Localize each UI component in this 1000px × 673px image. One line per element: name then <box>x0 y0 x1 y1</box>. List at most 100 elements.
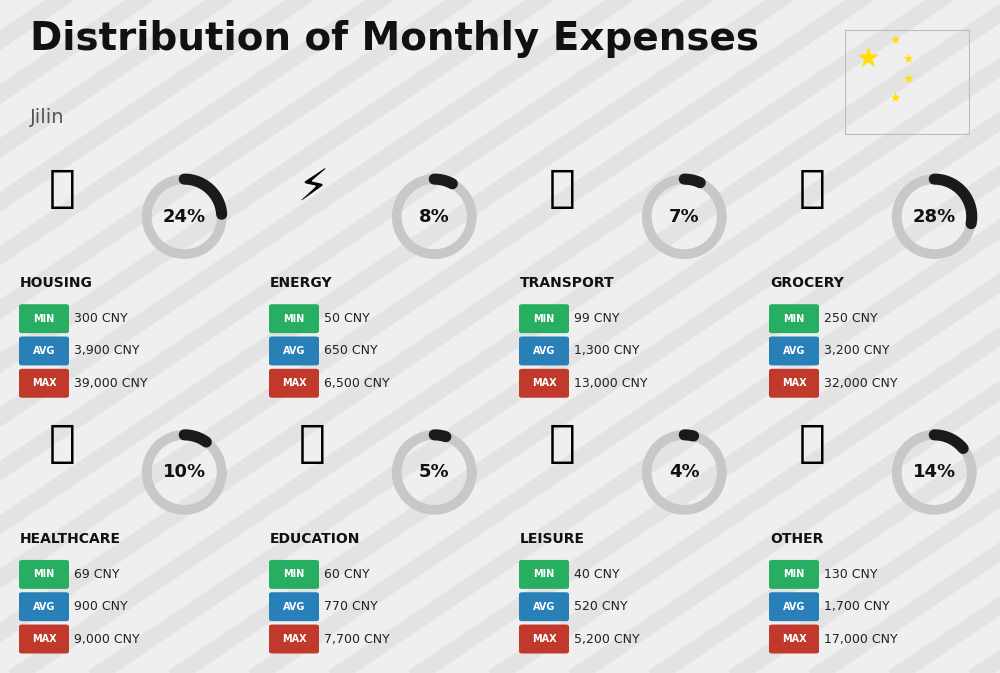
FancyBboxPatch shape <box>519 625 569 653</box>
Text: 7,700 CNY: 7,700 CNY <box>324 633 390 645</box>
Text: MAX: MAX <box>782 378 806 388</box>
FancyBboxPatch shape <box>269 336 319 365</box>
Text: AVG: AVG <box>33 346 55 356</box>
Text: ★: ★ <box>889 92 901 104</box>
Text: 🏢: 🏢 <box>49 166 76 209</box>
Text: ★: ★ <box>889 34 901 47</box>
Text: 7%: 7% <box>669 207 700 225</box>
Text: 300 CNY: 300 CNY <box>74 312 128 325</box>
Text: 👜: 👜 <box>799 422 826 465</box>
Text: MIN: MIN <box>33 569 55 579</box>
Text: 39,000 CNY: 39,000 CNY <box>74 377 148 390</box>
Text: 130 CNY: 130 CNY <box>824 568 878 581</box>
Text: 3,200 CNY: 3,200 CNY <box>824 345 890 357</box>
FancyBboxPatch shape <box>19 304 69 333</box>
Text: 5,200 CNY: 5,200 CNY <box>574 633 640 645</box>
Text: 5%: 5% <box>419 463 450 481</box>
Text: 17,000 CNY: 17,000 CNY <box>824 633 898 645</box>
Text: EDUCATION: EDUCATION <box>270 532 360 546</box>
Text: HOUSING: HOUSING <box>20 276 93 290</box>
FancyBboxPatch shape <box>769 625 819 653</box>
Text: 4%: 4% <box>669 463 700 481</box>
Text: AVG: AVG <box>283 602 305 612</box>
Text: 3,900 CNY: 3,900 CNY <box>74 345 140 357</box>
Text: ★: ★ <box>902 73 913 86</box>
FancyBboxPatch shape <box>769 592 819 621</box>
FancyBboxPatch shape <box>519 592 569 621</box>
Text: OTHER: OTHER <box>770 532 823 546</box>
Text: 24%: 24% <box>163 207 206 225</box>
Text: 🛒: 🛒 <box>799 166 826 209</box>
FancyBboxPatch shape <box>519 304 569 333</box>
Text: 900 CNY: 900 CNY <box>74 600 128 613</box>
FancyBboxPatch shape <box>19 369 69 398</box>
Text: 🛍️: 🛍️ <box>549 422 576 465</box>
Text: AVG: AVG <box>533 602 555 612</box>
Text: 650 CNY: 650 CNY <box>324 345 378 357</box>
Text: 250 CNY: 250 CNY <box>824 312 878 325</box>
Text: MAX: MAX <box>782 634 806 644</box>
Text: ★: ★ <box>902 52 913 65</box>
Text: LEISURE: LEISURE <box>520 532 585 546</box>
Text: 40 CNY: 40 CNY <box>574 568 620 581</box>
Text: 770 CNY: 770 CNY <box>324 600 378 613</box>
FancyBboxPatch shape <box>269 560 319 589</box>
FancyBboxPatch shape <box>269 625 319 653</box>
Text: Distribution of Monthly Expenses: Distribution of Monthly Expenses <box>30 20 759 58</box>
Text: MIN: MIN <box>283 569 305 579</box>
Text: MIN: MIN <box>533 314 555 324</box>
Text: MIN: MIN <box>783 314 805 324</box>
FancyBboxPatch shape <box>519 560 569 589</box>
FancyBboxPatch shape <box>269 369 319 398</box>
Text: 60 CNY: 60 CNY <box>324 568 370 581</box>
FancyBboxPatch shape <box>769 369 819 398</box>
Text: ENERGY: ENERGY <box>270 276 333 290</box>
FancyBboxPatch shape <box>269 304 319 333</box>
Text: MIN: MIN <box>283 314 305 324</box>
Text: 🏥: 🏥 <box>49 422 76 465</box>
FancyBboxPatch shape <box>269 592 319 621</box>
Text: MIN: MIN <box>533 569 555 579</box>
Text: TRANSPORT: TRANSPORT <box>520 276 615 290</box>
FancyBboxPatch shape <box>519 336 569 365</box>
Text: 6,500 CNY: 6,500 CNY <box>324 377 390 390</box>
Text: 8%: 8% <box>419 207 450 225</box>
Text: 520 CNY: 520 CNY <box>574 600 628 613</box>
FancyBboxPatch shape <box>19 560 69 589</box>
FancyBboxPatch shape <box>19 336 69 365</box>
FancyBboxPatch shape <box>769 560 819 589</box>
Text: MAX: MAX <box>32 378 56 388</box>
Text: HEALTHCARE: HEALTHCARE <box>20 532 121 546</box>
Text: 14%: 14% <box>913 463 956 481</box>
Text: 13,000 CNY: 13,000 CNY <box>574 377 648 390</box>
FancyBboxPatch shape <box>19 625 69 653</box>
Text: 🎓: 🎓 <box>299 422 326 465</box>
FancyBboxPatch shape <box>769 304 819 333</box>
Text: 9,000 CNY: 9,000 CNY <box>74 633 140 645</box>
Text: MAX: MAX <box>282 378 306 388</box>
FancyBboxPatch shape <box>519 369 569 398</box>
Text: 50 CNY: 50 CNY <box>324 312 370 325</box>
Text: AVG: AVG <box>33 602 55 612</box>
Text: Jilin: Jilin <box>30 108 64 127</box>
Text: ⚡: ⚡ <box>297 166 328 209</box>
Text: AVG: AVG <box>533 346 555 356</box>
Text: AVG: AVG <box>283 346 305 356</box>
Text: 32,000 CNY: 32,000 CNY <box>824 377 898 390</box>
Text: MIN: MIN <box>33 314 55 324</box>
FancyBboxPatch shape <box>19 592 69 621</box>
Text: 1,700 CNY: 1,700 CNY <box>824 600 890 613</box>
Text: MIN: MIN <box>783 569 805 579</box>
Text: 1,300 CNY: 1,300 CNY <box>574 345 640 357</box>
Text: MAX: MAX <box>282 634 306 644</box>
Text: 10%: 10% <box>163 463 206 481</box>
Text: 🚌: 🚌 <box>549 166 576 209</box>
FancyBboxPatch shape <box>769 336 819 365</box>
Text: ★: ★ <box>855 45 880 73</box>
Text: AVG: AVG <box>783 346 805 356</box>
Text: MAX: MAX <box>32 634 56 644</box>
Text: GROCERY: GROCERY <box>770 276 844 290</box>
Text: MAX: MAX <box>532 378 556 388</box>
Text: 69 CNY: 69 CNY <box>74 568 120 581</box>
Text: AVG: AVG <box>783 602 805 612</box>
